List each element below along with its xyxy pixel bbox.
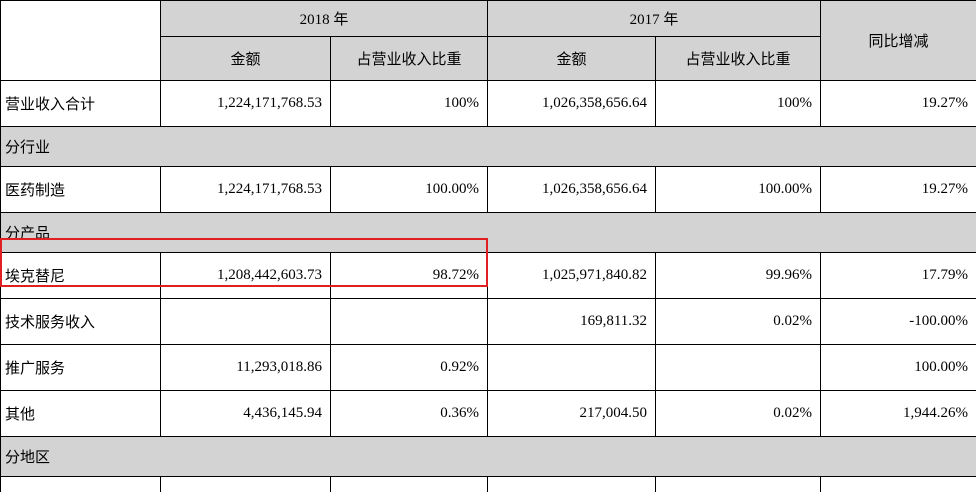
yoy-cell: 19.27% xyxy=(820,166,976,213)
amount-2018-cell: 1,208,442,603.73 xyxy=(160,252,331,299)
ratio-2018-cell: 100% xyxy=(329,80,489,127)
section-label: 分地区 xyxy=(0,436,976,477)
column-yoy: 同比增减 xyxy=(820,0,976,81)
ratio-2018-cell: 100.00% xyxy=(329,166,489,213)
amount-2017-cell: 169,811.32 xyxy=(487,298,657,345)
ratio-2017-cell xyxy=(655,344,822,391)
row-label: 埃克替尼 xyxy=(0,252,161,299)
column-amount-2017: 金额 xyxy=(487,36,657,81)
header-row-metrics: 金额 占营业收入比重 金额 占营业收入比重 xyxy=(1,36,976,81)
table-row: 国内1,224,171,768.53100.00%1,026,358,656.6… xyxy=(0,476,976,492)
ratio-2018-cell: 0.36% xyxy=(329,390,489,437)
amount-2017-cell: 217,004.50 xyxy=(487,390,657,437)
section-label: 分行业 xyxy=(0,126,976,167)
section-row: 分行业 xyxy=(0,126,976,167)
table-body: 营业收入合计 1,224,171,768.53 100% 1,026,358,656.… xyxy=(0,80,976,492)
column-ratio-2018: 占营业收入比重 xyxy=(329,36,489,81)
ratio-2017-cell: 100% xyxy=(655,80,822,127)
amount-2018-cell xyxy=(160,298,331,345)
column-group-2017: 2017 年 xyxy=(487,0,822,37)
row-label: 医药制造 xyxy=(0,166,161,213)
row-label: 技术服务收入 xyxy=(0,298,161,345)
yoy-cell: -100.00% xyxy=(820,298,976,345)
table-row: 埃克替尼 1,208,442,603.73 98.72% 1,025,971,840.… xyxy=(0,252,976,299)
column-amount-2018: 金额 xyxy=(160,36,331,81)
row-label: 其他 xyxy=(0,390,161,437)
ratio-2017-cell: 0.02% xyxy=(655,390,822,437)
yoy-cell: 17.79% xyxy=(820,252,976,299)
amount-2018-cell: 4,436,145.94 xyxy=(160,390,331,437)
table-row: 推广服务 11,293,018.86 0.92% 100.00% xyxy=(0,344,976,391)
row-label: 营业收入合计 xyxy=(0,80,161,127)
ratio-2018-cell: 0.92% xyxy=(329,344,489,391)
header-row-years: 2018 年 2017 年 同比增减 xyxy=(0,0,976,81)
ratio-2017-cell: 100.00% xyxy=(655,476,822,492)
row-label: 国内 xyxy=(0,476,161,492)
column-ratio-2017: 占营业收入比重 xyxy=(655,36,822,81)
yoy-cell: 19.27% xyxy=(820,476,976,492)
section-row: 分产品 xyxy=(0,212,976,253)
table-row: 其他 4,436,145.94 0.36% 217,004.50 0.02% 1,944.… xyxy=(0,390,976,437)
amount-2017-cell: 1,026,358,656.64 xyxy=(487,80,657,127)
ratio-2018-cell: 100.00% xyxy=(329,476,489,492)
ratio-2018-cell xyxy=(329,298,489,345)
row-label: 推广服务 xyxy=(0,344,161,391)
amount-2018-cell: 11,293,018.86 xyxy=(160,344,331,391)
amount-2017-cell: 1,026,358,656.64 xyxy=(487,166,657,213)
section-row: 分地区 xyxy=(0,436,976,477)
amount-2017-cell: 1,025,971,840.82 xyxy=(487,252,657,299)
amount-2018-cell: 1,224,171,768.53 xyxy=(160,80,331,127)
table-row: 营业收入合计 1,224,171,768.53 100% 1,026,358,656.… xyxy=(0,80,976,127)
section-label: 分产品 xyxy=(0,212,976,253)
table-row: 医药制造 1,224,171,768.53 100.00% 1,026,358,656… xyxy=(0,166,976,213)
corner-cell xyxy=(0,0,161,81)
amount-2018-cell: 1,224,171,768.53 xyxy=(160,166,331,213)
amount-2017-cell: 1,026,358,656.64 xyxy=(487,476,657,492)
ratio-2017-cell: 99.96% xyxy=(655,252,822,299)
ratio-2018-cell: 98.72% xyxy=(329,252,489,299)
yoy-cell: 19.27% xyxy=(820,80,976,127)
amount-2017-cell xyxy=(487,344,657,391)
amount-2018-cell: 1,224,171,768.53 xyxy=(160,476,331,492)
table-row: 技术服务收入 169,811.32 0.02% -100.00% xyxy=(0,298,976,345)
table-header: 2018 年 2017 年 同比增减 金额 占营业收入比重 金额 占营业收入比重 xyxy=(0,0,976,81)
column-group-2018: 2018 年 xyxy=(159,0,489,37)
yoy-cell: 1,944.26% xyxy=(820,390,976,437)
ratio-2017-cell: 0.02% xyxy=(655,298,822,345)
yoy-cell: 100.00% xyxy=(820,344,976,391)
ratio-2017-cell: 100.00% xyxy=(655,166,822,213)
